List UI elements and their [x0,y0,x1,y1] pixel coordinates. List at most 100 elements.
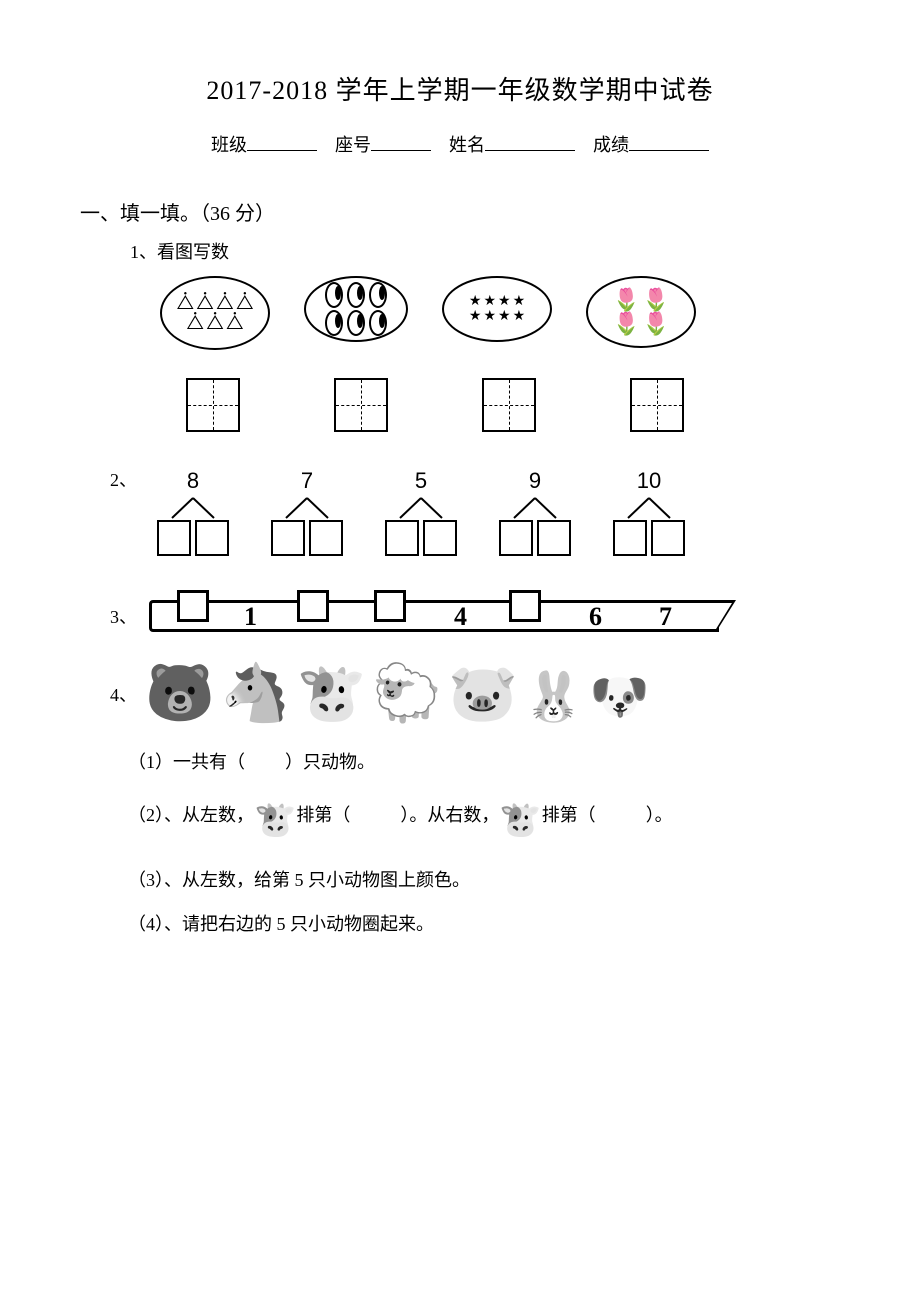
ruler-box-slot [297,590,329,622]
bond-part-box[interactable] [157,520,191,556]
shuttlecock-icon: ⧊ [176,293,194,313]
oval-row [324,281,388,309]
bond-lines-icon [272,496,342,520]
bond-parts [385,520,457,556]
bond-whole: 5 [415,468,427,494]
bond-lines-icon [386,496,456,520]
q4-s2-a: （2）、从左数， [128,805,254,825]
q4-s2-c: ）。从右数， [400,805,499,825]
tianzi-box[interactable] [630,378,684,432]
tulip-icon: 🌷 [642,288,669,312]
oval-row: 🌷🌷 [613,288,670,312]
number-bonds-row: 8 7 5 9 10 [157,468,810,556]
seat-label: 座号 [335,135,371,155]
bond-part-box[interactable] [423,520,457,556]
star-icon: ★ [469,309,482,324]
ruler-blank-box[interactable] [177,590,209,622]
bond-lines-icon [500,496,570,520]
q4-s2-b: 排第（ [296,805,350,825]
q4-subquestions: （1）一共有（）只动物。 （2）、从左数，🐮排第（）。从右数，🐮排第（）。 （3… [128,746,810,940]
bond-part-box[interactable] [537,520,571,556]
q1-label: 1、看图写数 [130,238,229,264]
star-icon: ★ [469,294,482,309]
tulip-icon: 🌷 [613,288,640,312]
q1-answer-boxes [186,378,810,432]
name-blank[interactable] [485,132,575,151]
oval-row: ★★★★ [469,294,525,309]
animal-row: 🐻🐴🐮🐑🐷🐰🐶 [145,666,649,722]
student-info-line: 班级 座号 姓名 成绩 [110,131,810,157]
oval-row: ★★★★ [469,309,525,324]
bond-whole: 8 [187,468,199,494]
number-bond: 8 [157,468,229,556]
class-blank[interactable] [247,132,317,151]
ruler-number: 6 [589,602,602,632]
bond-parts [499,520,571,556]
animal-icon: 🐑 [372,666,442,722]
star-icon: ★ [483,309,496,324]
bond-parts [157,520,229,556]
ruler-box-slot [177,590,209,622]
bond-part-box[interactable] [195,520,229,556]
score-label: 成绩 [593,135,629,155]
question-3: 3、 1467 [110,590,810,642]
number-bond: 9 [499,468,571,556]
ruler-box-slot [509,590,541,622]
q4-sub-1: （1）一共有（）只动物。 [128,746,810,778]
bond-part-box[interactable] [651,520,685,556]
q4-s1-a: （1）一共有（ [128,752,245,772]
seed-icon [369,282,387,308]
ruler-blank-box[interactable] [297,590,329,622]
star-icon: ★ [513,309,526,324]
number-bond: 5 [385,468,457,556]
ruler-number: 1 [244,602,257,632]
class-label: 班级 [211,135,247,155]
q4-sub-4: （4）、请把右边的 5 只小动物圈起来。 [128,908,810,940]
q3-label: 3、 [110,603,137,629]
number-ruler: 1467 [149,590,739,642]
animal-icon: 🐷 [448,666,518,722]
ox-icon: 🐮 [499,790,541,851]
number-bond: 10 [613,468,685,556]
number-bond: 7 [271,468,343,556]
animal-icon: 🐰 [524,674,584,722]
seed-icon [347,310,365,336]
q4-s2-d: 排第（ [542,805,596,825]
bond-lines-icon [158,496,228,520]
tianzi-box[interactable] [482,378,536,432]
star-icon: ★ [498,294,511,309]
score-blank[interactable] [629,132,709,151]
animal-icon: 🐶 [589,674,649,722]
shuttlecock-icon: ⧊ [206,313,224,333]
question-1: 1、看图写数 ⧊⧊⧊⧊⧊⧊⧊★★★★★★★★🌷🌷🌷🌷 [130,238,810,432]
bond-part-box[interactable] [271,520,305,556]
shuttlecock-icon: ⧊ [226,313,244,333]
count-oval: ★★★★★★★★ [442,276,552,342]
ruler-box-slot [374,590,406,622]
tianzi-box[interactable] [186,378,240,432]
seed-icon [369,310,387,336]
ruler-blank-box[interactable] [374,590,406,622]
seed-icon [325,282,343,308]
count-oval [304,276,408,342]
tianzi-box[interactable] [334,378,388,432]
bond-part-box[interactable] [613,520,647,556]
oval-row [324,309,388,337]
oval-row: ⧊⧊⧊⧊ [176,293,253,313]
ruler-blank-box[interactable] [509,590,541,622]
ruler-number: 7 [659,602,672,632]
star-icon: ★ [498,309,511,324]
count-oval: ⧊⧊⧊⧊⧊⧊⧊ [160,276,270,350]
bond-part-box[interactable] [309,520,343,556]
section-1-heading: 一、填一填。（36 分） [80,197,810,226]
animal-icon: 🐻 [145,666,215,722]
bond-whole: 7 [301,468,313,494]
q2-label: 2、 [110,466,137,492]
oval-row: ⧊⧊⧊ [186,313,244,333]
bond-part-box[interactable] [385,520,419,556]
bond-part-box[interactable] [499,520,533,556]
tulip-icon: 🌷 [642,312,669,336]
ox-icon: 🐮 [254,790,296,851]
seat-blank[interactable] [371,132,431,151]
bond-parts [271,520,343,556]
